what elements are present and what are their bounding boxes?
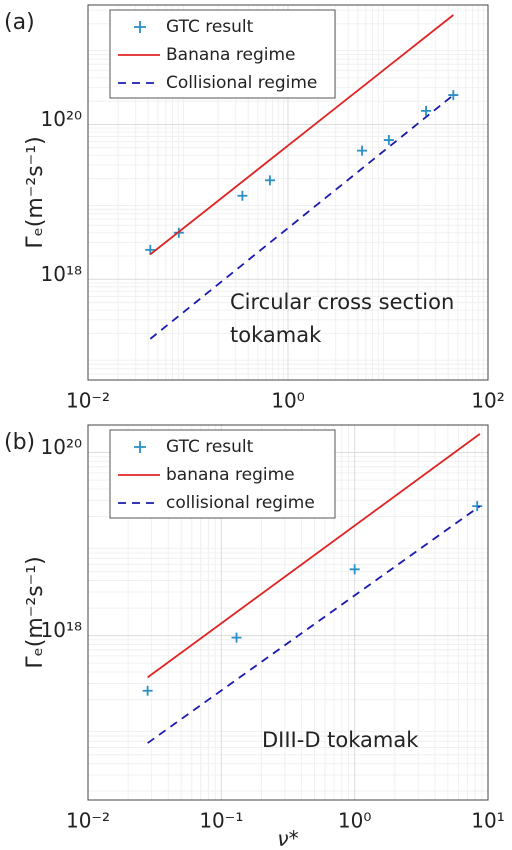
marker [383, 135, 394, 146]
y-tick-label: 10²⁰ [41, 435, 82, 459]
annotation: Circular cross section [230, 290, 454, 314]
marker [472, 501, 483, 512]
legend-label: collisional regime [166, 493, 315, 513]
series-line [149, 14, 454, 256]
y-tick-label: 10¹⁸ [41, 262, 82, 286]
legend-label: Banana regime [166, 45, 295, 65]
legend-label: Collisional regime [166, 73, 317, 93]
marker [237, 190, 248, 201]
x-tick-label: 10⁰ [271, 389, 304, 413]
marker [264, 175, 275, 186]
marker [421, 105, 432, 116]
y-tick-label: 10¹⁸ [41, 618, 82, 642]
annotation: DIII-D tokamak [262, 728, 419, 752]
series-line [149, 94, 454, 340]
series-line [147, 505, 481, 744]
legend-swatch [134, 21, 146, 33]
x-tick-label: 10¹ [471, 809, 504, 833]
y-axis-label: Γₑ(m⁻²s⁻¹) [23, 136, 48, 248]
marker [448, 90, 459, 101]
y-tick-label: 10²⁰ [41, 107, 82, 131]
x-tick-label: 10⁻¹ [199, 809, 243, 833]
x-tick-label: 10⁻² [66, 389, 110, 413]
series-line [147, 433, 481, 679]
marker [231, 632, 242, 643]
x-tick-label: 10⁻² [66, 809, 110, 833]
x-tick-label: 10⁰ [338, 809, 371, 833]
annotation: tokamak [230, 323, 322, 347]
plot-frame [87, 424, 489, 801]
marker [145, 244, 156, 255]
x-axis-label: ν* [277, 827, 298, 850]
panel-label: (a) [4, 10, 35, 35]
legend-swatch [134, 441, 146, 453]
marker [142, 685, 153, 696]
marker [349, 564, 360, 575]
plot-frame [87, 4, 489, 381]
panel-label: (b) [4, 430, 35, 455]
y-axis-label: Γₑ(m⁻²s⁻¹) [23, 556, 48, 668]
legend-label: GTC result [166, 437, 254, 457]
marker [357, 145, 368, 156]
legend-label: banana regime [166, 465, 295, 485]
x-tick-label: 10² [471, 389, 504, 413]
legend-label: GTC result [166, 17, 254, 37]
